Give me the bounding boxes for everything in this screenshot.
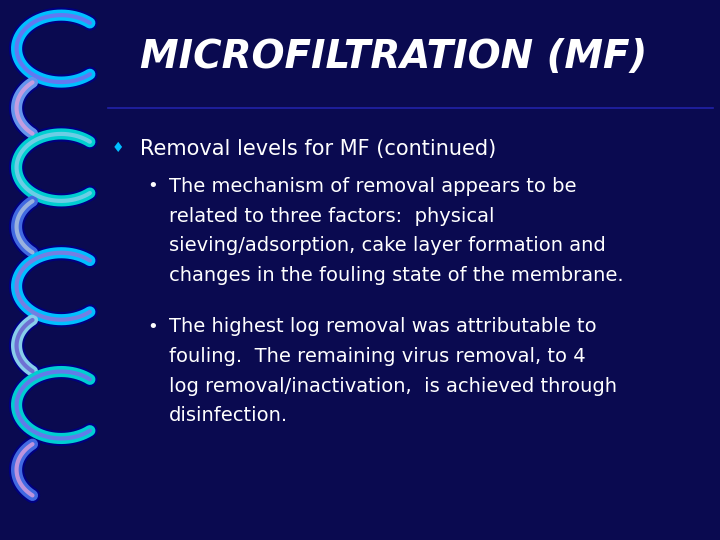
- Text: log removal/inactivation,  is achieved through: log removal/inactivation, is achieved th…: [169, 376, 617, 396]
- Text: Removal levels for MF (continued): Removal levels for MF (continued): [140, 138, 497, 159]
- Text: related to three factors:  physical: related to three factors: physical: [169, 206, 495, 226]
- Text: disinfection.: disinfection.: [169, 406, 288, 426]
- Text: MICROFILTRATION (MF): MICROFILTRATION (MF): [140, 38, 648, 76]
- Text: ♦: ♦: [112, 141, 124, 156]
- Text: The mechanism of removal appears to be: The mechanism of removal appears to be: [169, 177, 577, 196]
- Text: •: •: [148, 177, 158, 195]
- Text: fouling.  The remaining virus removal, to 4: fouling. The remaining virus removal, to…: [169, 347, 586, 366]
- Text: •: •: [148, 318, 158, 336]
- Text: sieving/adsorption, cake layer formation and: sieving/adsorption, cake layer formation…: [169, 236, 606, 255]
- Text: changes in the fouling state of the membrane.: changes in the fouling state of the memb…: [169, 266, 624, 285]
- Text: The highest log removal was attributable to: The highest log removal was attributable…: [169, 317, 597, 336]
